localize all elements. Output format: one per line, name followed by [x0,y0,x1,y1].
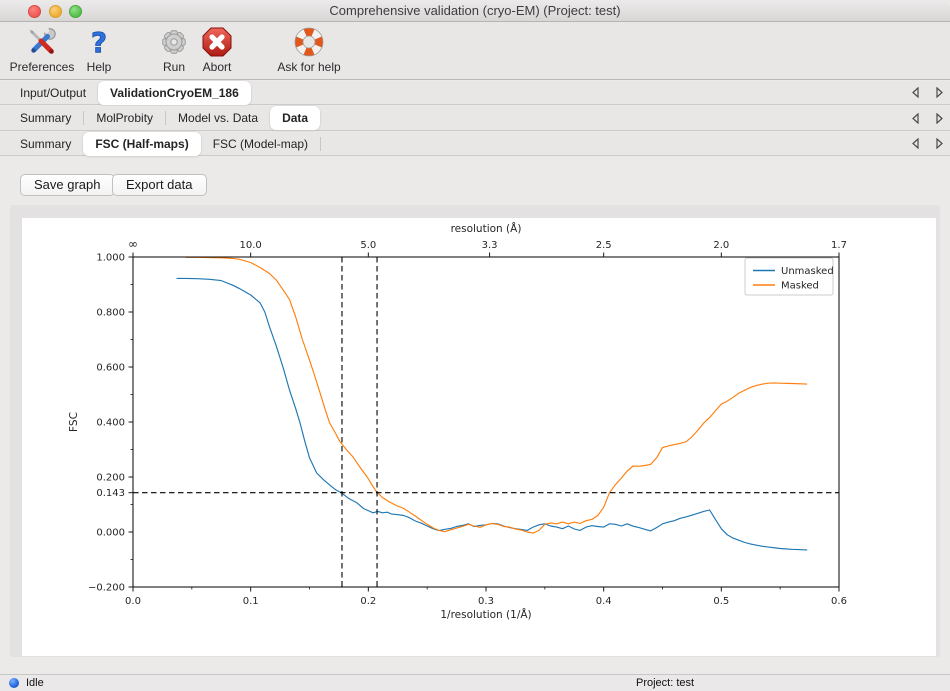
tools-icon [25,25,59,59]
abort-button[interactable]: Abort [193,25,241,74]
zoom-window-button[interactable] [69,5,82,18]
preferences-label: Preferences [9,60,75,74]
question-icon: ? [82,25,116,59]
tab-divider [320,136,322,151]
tab-scroll-left-icon[interactable] [910,138,920,150]
plot-panel: 0.0 0.1 0.2 0.3 0.4 0.5 0.6 1/resolution (1/Å) 1… [10,205,940,657]
project-label: Project: test [636,677,695,689]
stop-icon [200,25,234,59]
tab-fsc-model-map[interactable]: FSC (Model-map) [212,136,309,151]
svg-text:5.0: 5.0 [360,240,376,251]
help-button[interactable]: ? Help [80,25,118,74]
save-graph-button[interactable]: Save graph [20,174,115,196]
svg-text:0.1: 0.1 [243,596,259,607]
svg-text:3.3: 3.3 [482,240,498,251]
tab-scroll-left-icon[interactable] [910,112,920,124]
tab-data[interactable]: Data [270,106,321,130]
svg-text:0.6: 0.6 [831,596,847,607]
tab-scroll-right-icon[interactable] [934,87,944,99]
ask-for-help-button[interactable]: Ask for help [268,25,350,74]
tab-scroll-right-icon[interactable] [934,112,944,124]
fsc-figure: 0.0 0.1 0.2 0.3 0.4 0.5 0.6 1/resolution (1/Å) 1… [22,218,936,656]
tab-fsc-half-maps[interactable]: FSC (Half-maps) [83,131,201,156]
tab-scroll-right-icon[interactable] [934,138,944,150]
gear-icon [157,25,191,59]
svg-text:?: ? [91,26,107,58]
svg-text:0.400: 0.400 [96,418,125,429]
svg-text:0.0: 0.0 [125,596,141,607]
run-label: Run [162,60,185,74]
svg-text:Masked: Masked [781,281,819,292]
minimize-window-button[interactable] [49,5,62,18]
svg-text:10.0: 10.0 [240,240,262,251]
tab-divider [83,111,85,125]
window-title: Comprehensive validation (cryo-EM) (Proj… [329,3,621,18]
toolbar: Preferences ? Help [0,22,950,80]
tab-summary-validation[interactable]: Summary [20,111,72,125]
title-bar: Comprehensive validation (cryo-EM) (Proj… [0,0,950,22]
svg-text:1.7: 1.7 [831,240,847,251]
fsc-chart: 0.0 0.1 0.2 0.3 0.4 0.5 0.6 1/resolution (1/Å) 1… [68,222,847,621]
svg-text:0.3: 0.3 [478,596,494,607]
tab-divider [165,111,167,125]
svg-text:0.800: 0.800 [96,308,125,319]
tab-summary-data[interactable]: Summary [20,136,72,151]
abort-label: Abort [202,60,232,74]
svg-text:0.200: 0.200 [96,473,125,484]
tab-validationcryoem-186[interactable]: ValidationCryoEM_186 [98,80,251,105]
svg-text:0.000: 0.000 [96,528,125,539]
svg-text:resolution (Å): resolution (Å) [451,222,522,235]
svg-text:2.0: 2.0 [713,240,729,251]
ask-for-help-label: Ask for help [277,60,341,74]
lifebuoy-icon [292,25,326,59]
close-window-button[interactable] [28,5,41,18]
tab-row-middle: Summary MolProbity Model vs. Data Data [0,106,950,131]
status-indicator-icon [9,678,19,688]
svg-text:FSC: FSC [68,412,80,432]
tab-model-vs-data[interactable]: Model vs. Data [178,111,259,125]
tab-molprobity[interactable]: MolProbity [96,111,154,125]
svg-text:0.600: 0.600 [96,363,125,374]
preferences-button[interactable]: Preferences [4,25,80,74]
tab-row-top: Input/Output ValidationCryoEM_186 [0,80,950,105]
svg-text:∞: ∞ [128,237,138,251]
run-button[interactable]: Run [153,25,195,74]
svg-text:0.143: 0.143 [96,488,125,499]
svg-text:1.000: 1.000 [96,253,125,264]
status-text: Idle [26,677,44,689]
tab-input-output[interactable]: Input/Output [20,85,87,100]
svg-text:0.2: 0.2 [360,596,376,607]
export-data-button[interactable]: Export data [112,174,207,196]
svg-text:0.4: 0.4 [596,596,612,607]
svg-text:−0.200: −0.200 [88,583,125,594]
tab-row-bottom: Summary FSC (Half-maps) FSC (Model-map) [0,131,950,156]
svg-text:Unmasked: Unmasked [781,266,834,277]
status-bar: Idle Project: test [0,674,950,691]
help-label: Help [86,60,112,74]
svg-text:0.5: 0.5 [713,596,729,607]
tab-scroll-left-icon[interactable] [910,87,920,99]
svg-text:1/resolution (1/Å): 1/resolution (1/Å) [440,608,531,621]
svg-text:2.5: 2.5 [596,240,612,251]
